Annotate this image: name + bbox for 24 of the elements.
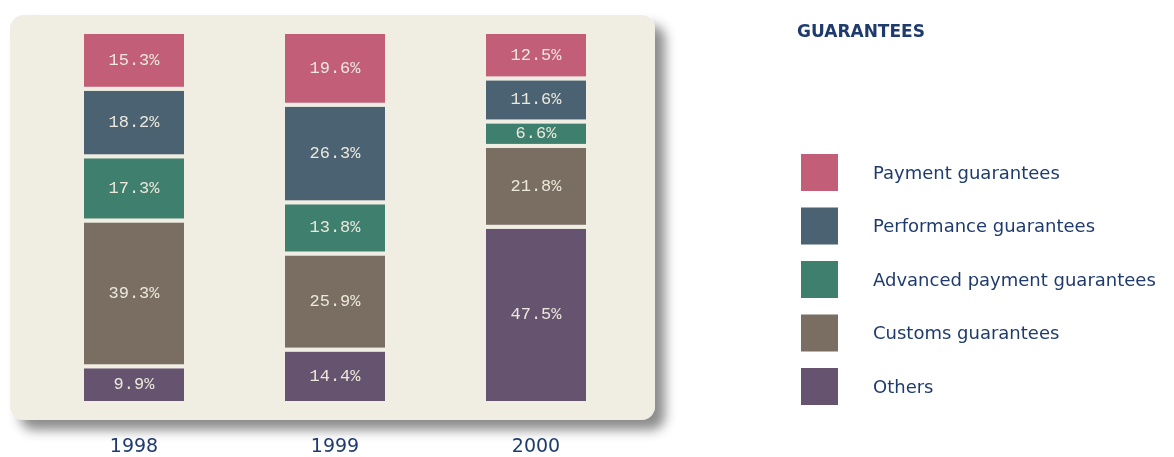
legend-label: Advanced payment guarantees <box>873 268 1156 290</box>
data-label: 21.8% <box>510 176 563 196</box>
x-tick-label: 1999 <box>310 434 360 456</box>
data-label: 39.3% <box>108 283 161 303</box>
data-label: 19.6% <box>309 58 362 78</box>
data-label: 14.4% <box>309 366 362 386</box>
data-label: 25.9% <box>309 292 362 312</box>
legend-label: Customs guarantees <box>873 322 1060 343</box>
legend-label: Performance guarantees <box>873 215 1096 236</box>
legend-label: Payment guarantees <box>873 161 1060 183</box>
legend-label: Others <box>873 375 934 397</box>
data-label: 9.9% <box>113 375 156 395</box>
data-label: 13.8% <box>309 218 362 238</box>
data-label: 47.5% <box>510 305 563 325</box>
data-label: 17.3% <box>108 178 161 198</box>
x-tick-label: 2000 <box>511 434 561 456</box>
data-label: 18.2% <box>108 113 161 133</box>
x-tick-label: 1998 <box>109 434 159 456</box>
data-label: 12.5% <box>510 45 563 65</box>
text: GUARANTEES <box>797 21 925 41</box>
data-label: 15.3% <box>108 50 161 70</box>
data-label: 11.6% <box>510 90 563 110</box>
data-label: 6.6% <box>515 124 558 144</box>
data-label: 26.3% <box>309 144 362 163</box>
